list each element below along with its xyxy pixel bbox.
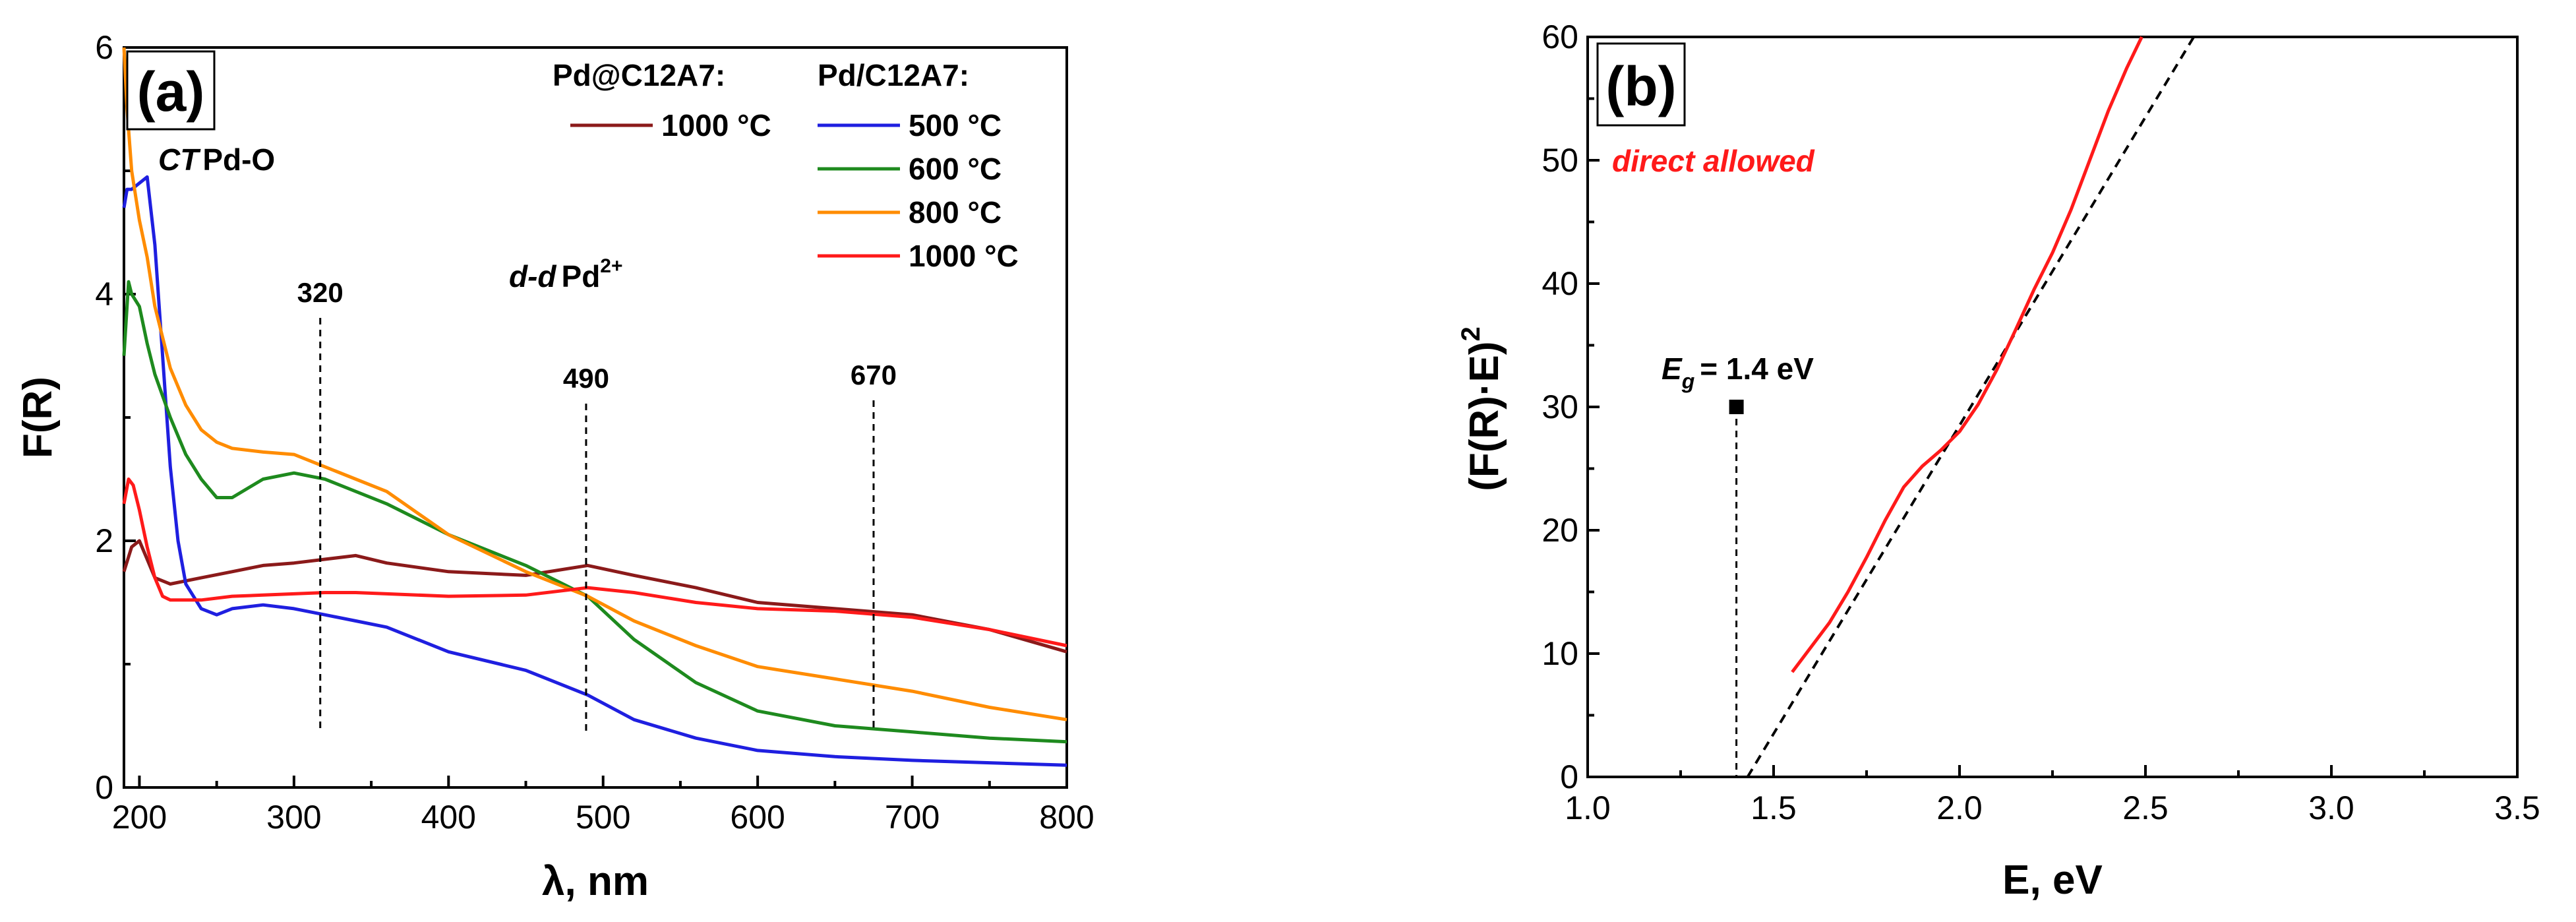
panel-b-x-tick-label: 2.5 xyxy=(2122,789,2169,826)
panel-b-x-axis-title: E, eV xyxy=(2002,857,2103,903)
panel-b-y-axis-title: (F(R)·E)2 xyxy=(1456,326,1507,491)
panel-b-y-tick-label: 10 xyxy=(1542,635,1578,672)
panel-a-y-tick-label: 0 xyxy=(95,769,113,806)
panel-b-x-tick-label: 3.0 xyxy=(2308,789,2354,826)
dd-suffix: Pd xyxy=(562,259,601,293)
eg-value: = 1.4 eV xyxy=(1700,352,1814,386)
dd-superscript: 2+ xyxy=(600,255,622,277)
panel-b-x-tick-label: 1.5 xyxy=(1751,789,1797,826)
legend-group2-title: Pd/C12A7: xyxy=(818,58,969,92)
series-pd-c12a7-800-c xyxy=(122,47,1067,722)
panel-b-x-tick-label: 3.5 xyxy=(2494,789,2540,826)
panel-b-y-tick-label: 0 xyxy=(1560,758,1578,795)
panel-b-y-tick-label: 60 xyxy=(1542,18,1578,55)
reference-label-320: 320 xyxy=(297,277,344,308)
panel-a-x-tick-label: 500 xyxy=(576,799,630,836)
tauc-fit-line xyxy=(1746,36,2196,778)
legend-group1-title: Pd@C12A7: xyxy=(553,58,725,92)
legend-label-pd-c12a7-1000-c: 1000 °C xyxy=(909,239,1019,273)
panel-a-series xyxy=(122,47,1067,767)
reference-label-670: 670 xyxy=(851,359,897,390)
panel-a-x-tick-label: 800 xyxy=(1039,799,1094,836)
ct-label: CT xyxy=(158,142,201,177)
legend-label-pd-c12a7-500-c: 500 °C xyxy=(909,108,1002,142)
legend: Pd@C12A7: Pd/C12A7: 1000 °C 500 °C 600 °C 8… xyxy=(553,58,1019,273)
eg-subscript: g xyxy=(1681,369,1695,393)
dd-annotation: d-d Pd2+ xyxy=(509,255,623,293)
panel-a-x-axis-title: λ, nm xyxy=(542,859,649,904)
ct-annotation: CT Pd-O xyxy=(158,142,275,177)
panel-a-y-tick-label: 2 xyxy=(95,522,113,559)
panel-b-y-axis-title-sup: 2 xyxy=(1456,326,1485,341)
panel-a-x-tick-label: 400 xyxy=(421,799,476,836)
series-pd-c12a7-500-c xyxy=(122,175,1067,767)
panel-b-ticks: 1.0 1.5 2.0 2.5 3.0 3.5 0 10 20 30 40 50 60 xyxy=(1542,18,2540,826)
panel-b: 1.0 1.5 2.0 2.5 3.0 3.5 0 10 20 30 40 50 60 (b) E, e… xyxy=(1456,18,2540,903)
panel-a-label: (a) xyxy=(137,61,205,123)
panel-a-x-tick-label: 200 xyxy=(112,799,167,836)
panel-b-label-box xyxy=(1596,42,1686,127)
panel-b-y-tick-label: 30 xyxy=(1542,388,1578,425)
panel-b-y-tick-label: 40 xyxy=(1542,265,1578,302)
panel-a-label-box xyxy=(126,50,216,131)
series-pd-c12a7-1000-c xyxy=(122,477,1067,648)
dd-label: d-d xyxy=(509,259,556,293)
ct-suffix: Pd-O xyxy=(202,142,275,177)
panel-a-y-axis-title: F(R) xyxy=(15,377,61,458)
eg-annotation: Eg = 1.4 eV xyxy=(1662,352,1814,393)
legend-label-pd-c12a7-1000-c: 1000 °C xyxy=(661,108,771,142)
panel-b-x-tick-label: 1.0 xyxy=(1565,789,1611,826)
series-direct-allowed xyxy=(1791,36,2143,673)
legend-label-pd-c12a7-800-c: 800 °C xyxy=(909,195,1002,230)
series-pd-c12a7-600-c xyxy=(122,280,1067,744)
legend-entries: 1000 °C 500 °C 600 °C 800 °C 1000 °C xyxy=(570,108,1019,273)
reference-label-490: 490 xyxy=(563,363,609,394)
panel-b-series xyxy=(1729,36,2196,778)
panel-b-label: (b) xyxy=(1605,55,1676,117)
eg-symbol: E xyxy=(1662,352,1683,386)
panel-b-x-tick-label: 2.0 xyxy=(1936,789,1983,826)
panel-a-reference-lines: 320 490 670 xyxy=(297,277,897,731)
panel-b-y-tick-label: 20 xyxy=(1542,512,1578,549)
direct-allowed-label: direct allowed xyxy=(1612,144,1815,178)
eg-marker xyxy=(1729,400,1744,414)
panel-a-x-tick-label: 700 xyxy=(885,799,940,836)
panel-a-ticks: 200 300 400 500 600 700 800 0 2 4 6 xyxy=(95,29,1094,836)
panel-b-y-axis-title-main: (F(R)·E) xyxy=(1462,342,1507,491)
panel-a-y-tick-label: 4 xyxy=(95,276,113,313)
legend-label-pd-c12a7-600-c: 600 °C xyxy=(909,152,1002,186)
panel-a-y-tick-label: 6 xyxy=(95,29,113,66)
panel-b-y-tick-label: 50 xyxy=(1542,142,1578,179)
panel-a-x-tick-label: 600 xyxy=(730,799,785,836)
panel-a-x-tick-label: 300 xyxy=(266,799,321,836)
